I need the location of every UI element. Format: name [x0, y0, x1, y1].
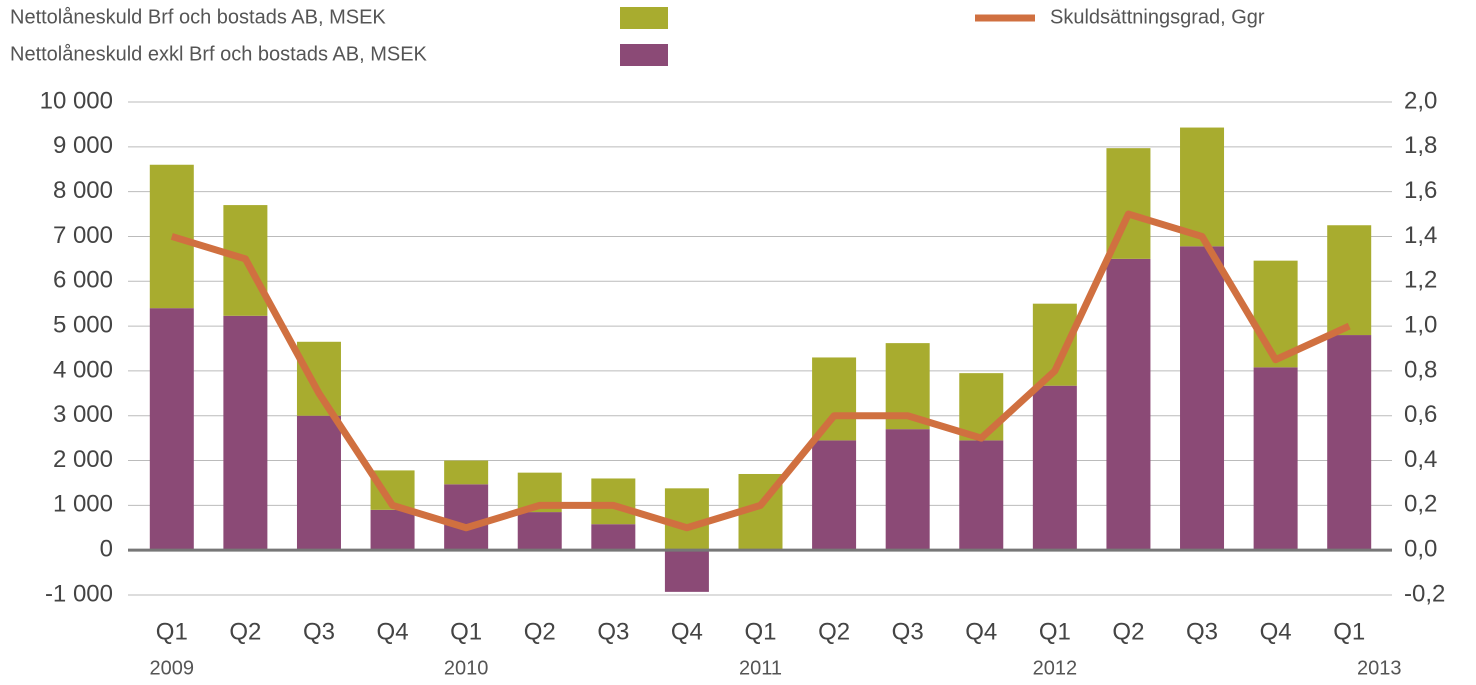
x-tick-label: Q1 [156, 618, 188, 645]
legend-label: Skuldsättningsgrad, Ggr [1050, 6, 1265, 28]
x-tick-label: Q4 [671, 618, 703, 645]
x-tick-label: Q4 [1260, 618, 1292, 645]
y-tick-label: 9 000 [53, 132, 113, 159]
y2-tick-label: 0,2 [1404, 491, 1437, 518]
y-tick-label: 2 000 [53, 446, 113, 473]
x-tick-label: Q1 [744, 618, 776, 645]
bar [885, 429, 930, 551]
bar [1327, 335, 1372, 551]
bar [444, 484, 489, 551]
legend-swatch [620, 7, 668, 29]
bar [664, 488, 709, 551]
bar [959, 440, 1004, 551]
bar [370, 509, 415, 551]
y-tick-label: 4 000 [53, 356, 113, 383]
bar [517, 512, 562, 551]
y2-tick-label: -0,2 [1404, 580, 1445, 607]
y2-tick-label: 1,4 [1404, 222, 1437, 249]
y-tick-label: 10 000 [40, 87, 113, 114]
x-tick-label: Q3 [303, 618, 335, 645]
x-tick-label: Q3 [597, 618, 629, 645]
year-label: 2013 [1357, 657, 1402, 679]
x-tick-label: Q1 [1039, 618, 1071, 645]
bar [1253, 367, 1298, 551]
bar [1106, 258, 1151, 551]
x-tick-label: Q2 [1112, 618, 1144, 645]
bar [591, 524, 636, 551]
year-label: 2011 [739, 657, 782, 679]
y-tick-label: 8 000 [53, 177, 113, 204]
bar [1180, 127, 1225, 247]
y2-tick-label: 1,2 [1404, 267, 1437, 294]
y2-tick-label: 1,0 [1404, 311, 1437, 338]
bar [1327, 225, 1372, 336]
y-tick-label: 0 [100, 536, 113, 563]
legend-swatch [620, 44, 668, 66]
bar [223, 315, 268, 551]
bar [664, 550, 709, 592]
bar [444, 460, 489, 485]
x-tick-label: Q3 [1186, 618, 1218, 645]
y2-tick-label: 0,4 [1404, 446, 1437, 473]
y-tick-label: 5 000 [53, 311, 113, 338]
y2-tick-label: 0,8 [1404, 356, 1437, 383]
x-tick-label: Q3 [892, 618, 924, 645]
line [170, 210, 1351, 532]
bar [812, 357, 857, 441]
x-tick-label: Q4 [965, 618, 997, 645]
bar [1180, 246, 1225, 551]
y2-tick-label: 0,6 [1404, 401, 1437, 428]
x-tick-label: Q1 [1333, 618, 1365, 645]
bar [591, 478, 636, 525]
y-tick-label: -1 000 [45, 580, 113, 607]
y2-tick-label: 1,8 [1404, 132, 1437, 159]
y2-tick-label: 2,0 [1404, 87, 1437, 114]
year-label: 2009 [150, 657, 195, 679]
x-tick-label: Q2 [524, 618, 556, 645]
legend-label: Nettolåneskuld Brf och bostads AB, MSEK [10, 6, 386, 28]
bar [1032, 385, 1077, 551]
x-tick-label: Q4 [377, 618, 409, 645]
bar [812, 440, 857, 551]
year-label: 2012 [1033, 657, 1078, 679]
y-tick-label: 3 000 [53, 401, 113, 428]
bar [149, 308, 194, 551]
x-tick-label: Q2 [229, 618, 261, 645]
y2-tick-label: 0,0 [1404, 536, 1437, 563]
y-tick-label: 1 000 [53, 491, 113, 518]
x-tick-label: Q1 [450, 618, 482, 645]
legend-label: Nettolåneskuld exkl Brf och bostads AB, … [10, 43, 428, 65]
bar [296, 341, 341, 416]
y2-tick-label: 1,6 [1404, 177, 1437, 204]
bar [296, 415, 341, 551]
y-tick-label: 6 000 [53, 267, 113, 294]
year-label: 2010 [444, 657, 489, 679]
x-tick-label: Q2 [818, 618, 850, 645]
y-tick-label: 7 000 [53, 222, 113, 249]
